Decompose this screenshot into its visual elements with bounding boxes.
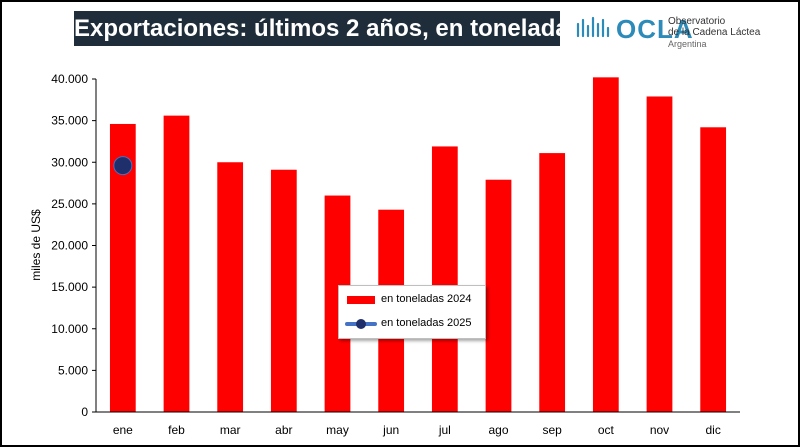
x-tick-label: jul	[438, 423, 451, 437]
x-tick-label: ene	[113, 423, 133, 437]
legend-swatch-2025-marker	[356, 319, 366, 329]
x-tick-label: may	[326, 423, 349, 437]
y-tick-label: 5.000	[58, 363, 88, 377]
bar-jul	[431, 146, 458, 412]
y-tick-label: 40.000	[51, 72, 88, 86]
x-tick-label: oct	[598, 423, 615, 437]
y-tick-label: 0	[81, 405, 88, 419]
y-tick-label: 15.000	[51, 280, 88, 294]
legend-item-2024: en toneladas 2024	[339, 290, 485, 310]
x-tick-label: abr	[275, 423, 292, 437]
bar-feb	[163, 115, 190, 412]
y-tick-label: 10.000	[51, 322, 88, 336]
ocla-wave-icon	[576, 16, 610, 38]
legend-label-2024: en toneladas 2024	[381, 293, 472, 305]
x-tick-label: feb	[168, 423, 185, 437]
x-tick-label: mar	[220, 423, 241, 437]
x-tick-label: ago	[488, 423, 508, 437]
legend-swatch-2024	[347, 296, 375, 304]
x-tick-label: sep	[542, 423, 562, 437]
bar-dic	[700, 127, 727, 412]
bar-ago	[485, 179, 512, 412]
bar-oct	[592, 77, 619, 413]
point-2025-ene	[113, 156, 133, 176]
legend-label-2025: en toneladas 2025	[381, 317, 472, 329]
x-tick-label: jun	[382, 423, 399, 437]
x-tick-label: dic	[705, 423, 720, 437]
logo-line-1: Observatorio	[668, 16, 726, 27]
chart-title: Exportaciones: últimos 2 años, en tonela…	[74, 11, 582, 46]
y-tick-label: 30.000	[51, 155, 88, 169]
y-tick-label: 35.000	[51, 114, 88, 128]
logo-name: OCLA	[616, 14, 694, 44]
bar-mar	[217, 162, 244, 412]
bar-sep	[539, 153, 566, 412]
bar-nov	[646, 96, 673, 413]
y-axis-label: miles de US$	[29, 209, 43, 281]
y-tick-label: 25.000	[51, 197, 88, 211]
legend: en toneladas 2024 en toneladas 2025	[338, 285, 486, 339]
x-tick-label: nov	[650, 423, 669, 437]
y-tick-label: 20.000	[51, 239, 88, 253]
logo-line-3: Argentina	[668, 39, 707, 49]
ocla-logo: OCLA Observatorio de la Cadena Láctea Ar…	[576, 12, 776, 54]
bar-abr	[270, 169, 297, 412]
legend-item-2025: en toneladas 2025	[339, 314, 485, 334]
logo-line-2: de la Cadena Láctea	[668, 27, 761, 38]
